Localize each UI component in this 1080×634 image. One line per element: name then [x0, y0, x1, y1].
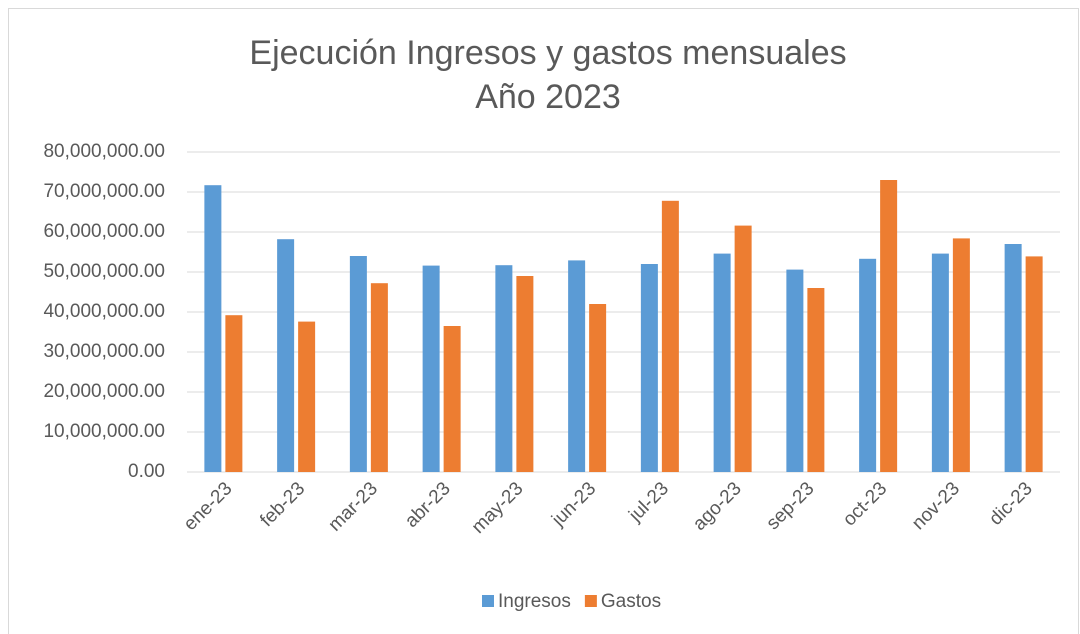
bar: [661, 200, 679, 473]
x-tick-label: ago-23: [689, 478, 746, 535]
bar: [1025, 256, 1043, 472]
x-tick-label: mar-23: [325, 478, 382, 535]
legend-swatch: [584, 595, 597, 607]
y-tick-label: 80,000,000.00: [43, 141, 165, 162]
y-tick-label: 70,000,000.00: [43, 181, 165, 202]
bar: [370, 283, 388, 472]
bar: [495, 265, 513, 472]
x-tick-label: abr-23: [401, 478, 455, 532]
bar: [349, 256, 367, 472]
bar: [859, 258, 877, 472]
y-tick-label: 0.00: [128, 461, 165, 482]
chart-frame: [8, 8, 1079, 634]
y-tick-label: 30,000,000.00: [43, 341, 165, 362]
x-tick-label: feb-23: [256, 478, 309, 531]
x-tick-label: ene-23: [180, 478, 237, 535]
legend-label: Ingresos: [498, 591, 571, 612]
bar: [880, 180, 898, 472]
x-tick-label: jul-23: [625, 478, 673, 526]
y-tick-label: 50,000,000.00: [43, 261, 165, 282]
bar: [225, 315, 243, 472]
y-tick-label: 40,000,000.00: [43, 301, 165, 322]
bar: [277, 239, 295, 472]
y-tick-label: 60,000,000.00: [43, 221, 165, 242]
bar: [443, 326, 461, 472]
x-tick-label: sep-23: [763, 478, 819, 534]
x-tick-label: dic-23: [985, 478, 1036, 529]
bar: [422, 265, 440, 472]
bar: [1004, 244, 1022, 472]
y-tick-label: 10,000,000.00: [43, 421, 165, 442]
bar: [931, 253, 949, 472]
bar: [204, 185, 222, 472]
bar: [952, 238, 970, 472]
legend-label: Gastos: [601, 591, 661, 612]
y-tick-label: 20,000,000.00: [43, 381, 165, 402]
bar: [734, 225, 752, 472]
bar: [589, 304, 607, 472]
bar: [516, 276, 534, 472]
x-tick-label: may-23: [468, 478, 528, 538]
chart-title: Ejecución Ingresos y gastos mensuales: [249, 34, 846, 72]
bar: [786, 269, 804, 472]
bar: [713, 253, 731, 472]
bar: [640, 264, 658, 472]
x-tick-label: oct-23: [839, 478, 891, 530]
x-tick-label: jun-23: [547, 478, 600, 531]
bar: [568, 260, 586, 472]
x-tick-label: nov-23: [908, 478, 964, 534]
legend-swatch: [482, 595, 494, 607]
bar: [298, 321, 316, 472]
bar: [807, 288, 825, 472]
chart-subtitle: Año 2023: [475, 78, 621, 116]
